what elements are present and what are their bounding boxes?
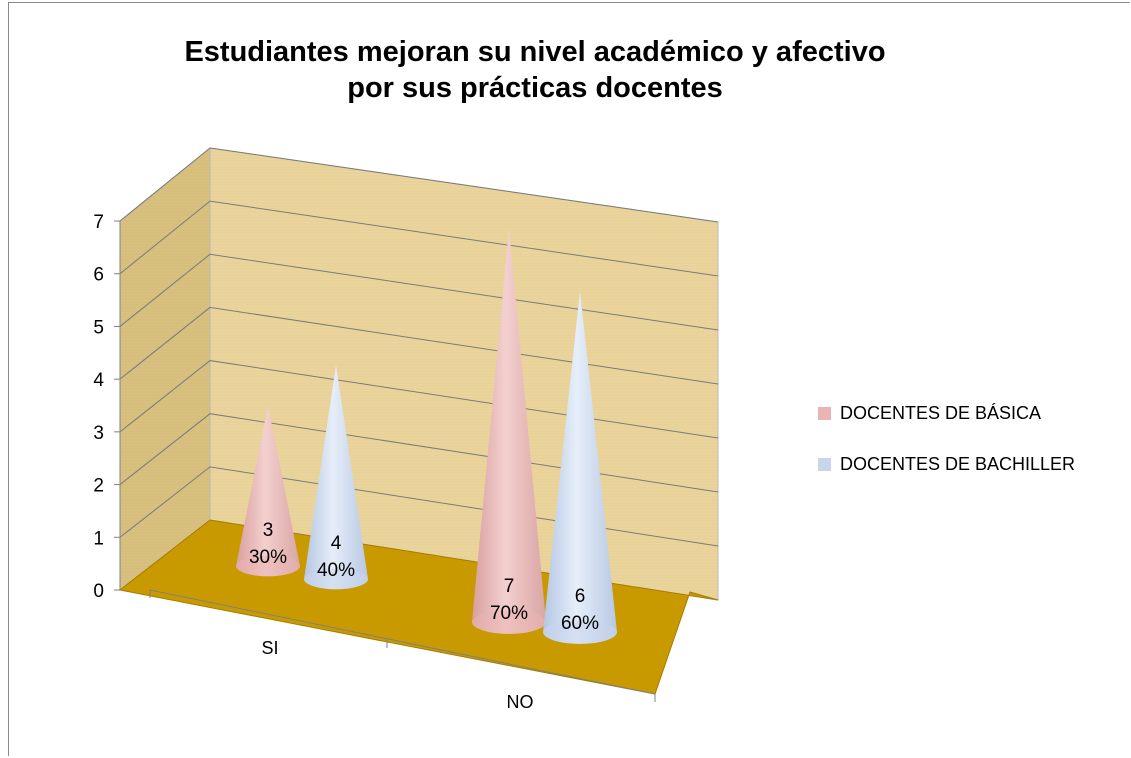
y-tick-label: 0	[93, 581, 104, 602]
gridline	[119, 253, 719, 331]
gridline	[119, 466, 719, 547]
y-tick-label: 1	[93, 528, 104, 549]
chart-title-line-2: por sus prácticas docentes	[347, 72, 723, 104]
cone-base	[304, 568, 368, 590]
cone-body	[543, 291, 617, 644]
legend-label-basica: DOCENTES DE BÁSICA	[840, 402, 1042, 423]
chart-frame	[8, 2, 1130, 756]
gridline	[119, 360, 719, 439]
legend-item-basica: DOCENTES DE BÁSICA	[818, 400, 1075, 426]
gridline	[119, 200, 719, 277]
chart-title: Estudiantes mejoran su nivel académico y…	[110, 34, 960, 106]
data-label-percent: 70%	[490, 603, 528, 624]
legend-label-bachiller: DOCENTES DE BACHILLER	[840, 453, 1076, 474]
cone-body	[236, 405, 300, 577]
y-tick-label: 3	[93, 423, 104, 444]
gridline	[119, 413, 719, 493]
data-label-value: 7	[504, 576, 515, 597]
legend-swatch-bachiller	[818, 457, 831, 471]
data-label-percent: 30%	[249, 547, 287, 568]
cone-body	[472, 227, 546, 634]
data-label-percent: 40%	[317, 560, 355, 581]
data-label-value: 4	[331, 533, 342, 554]
y-tick-label: 6	[93, 265, 104, 286]
data-label-value: 6	[575, 586, 586, 607]
legend-swatch-basica	[818, 406, 831, 420]
cone-no-1	[543, 291, 617, 644]
cone-base	[472, 610, 546, 634]
cone-body	[304, 365, 368, 590]
cone-no-0	[472, 227, 546, 634]
legend-item-bachiller: DOCENTES DE BACHILLER	[818, 451, 1075, 477]
gridline	[119, 147, 719, 223]
cone-si-1	[304, 365, 368, 590]
data-label-percent: 60%	[561, 613, 599, 634]
y-tick-label: 7	[93, 212, 104, 233]
y-tick-label: 2	[93, 476, 104, 497]
data-label-value: 3	[263, 520, 274, 541]
gridline	[119, 306, 719, 385]
legend: DOCENTES DE BÁSICA DOCENTES DE BACHILLER	[818, 400, 1075, 502]
x-category-label: SI	[261, 638, 278, 658]
cone-base	[543, 620, 617, 644]
cone-si-0	[236, 405, 300, 577]
x-category-label: NO	[507, 692, 534, 712]
chart-title-line-1: Estudiantes mejoran su nivel académico y…	[184, 36, 886, 68]
y-tick-label: 4	[93, 370, 104, 391]
x-axis-line	[149, 589, 656, 695]
cone-base	[236, 555, 300, 577]
y-tick-label: 5	[93, 317, 104, 338]
